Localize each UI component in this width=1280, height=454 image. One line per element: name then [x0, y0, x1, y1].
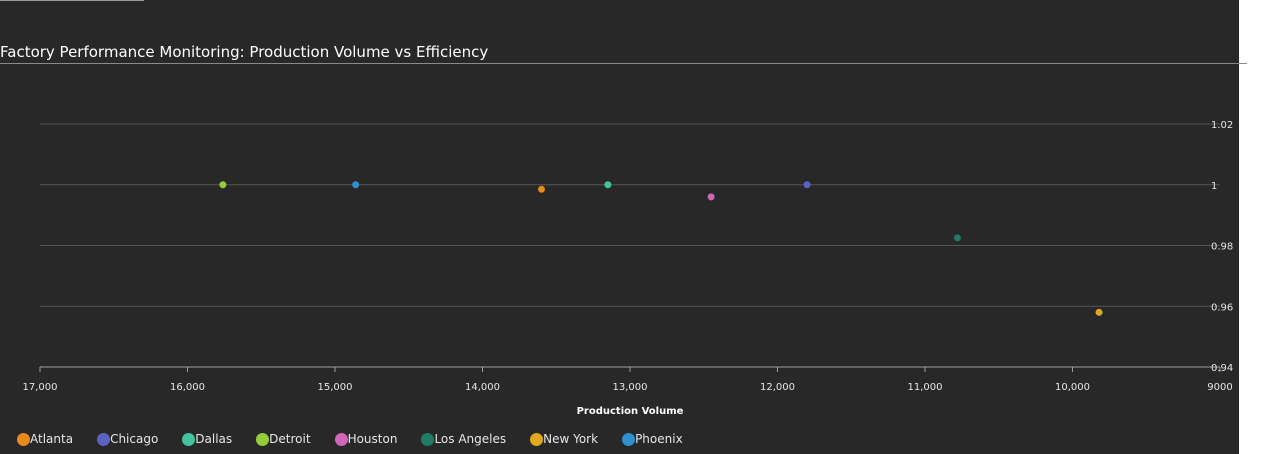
data-point-chicago[interactable]: [803, 181, 811, 189]
data-point-dallas[interactable]: [604, 181, 612, 189]
legend-swatch: [17, 432, 30, 446]
legend-item[interactable]: Los Angeles: [421, 432, 506, 446]
y-tick-label: 0.94: [1211, 363, 1233, 374]
legend-label: Detroit: [269, 432, 311, 446]
x-tick-label: 9000: [1207, 382, 1232, 393]
legend-item[interactable]: Atlanta: [17, 432, 73, 446]
legend-swatch: [622, 432, 636, 446]
data-point-los-angeles[interactable]: [953, 234, 961, 242]
legend-label: Phoenix: [635, 432, 683, 446]
legend-label: Atlanta: [30, 432, 74, 446]
legend-swatch: [182, 432, 196, 446]
legend-label: Houston: [347, 432, 398, 446]
x-tick-label: 11,000: [908, 382, 943, 393]
y-tick-label: 1: [1211, 181, 1217, 192]
legend-item[interactable]: Houston: [334, 432, 398, 446]
legend-label: Dallas: [195, 432, 233, 446]
x-tick-label: 16,000: [170, 382, 205, 393]
x-axis-label: Production Volume: [577, 406, 684, 417]
data-point-houston[interactable]: [707, 193, 715, 201]
data-point-new-york[interactable]: [1095, 308, 1103, 316]
legend-item[interactable]: Detroit: [256, 432, 311, 446]
chart-legend: Atlanta Chicago Dallas Detroit Houston Los An…: [17, 430, 707, 448]
legend-swatch: [334, 432, 348, 446]
legend-swatch: [421, 432, 435, 446]
legend-swatch: [97, 432, 111, 446]
legend-item[interactable]: Phoenix: [622, 432, 683, 446]
legend-swatch: [256, 432, 270, 446]
chart-panel: Factory Performance Monitoring: Producti…: [0, 0, 1239, 454]
edge-tick-mark: [1239, 63, 1247, 64]
y-tick-label: 1.02: [1211, 120, 1233, 131]
x-tick-label: 14,000: [465, 382, 500, 393]
x-tick-label: 17,000: [23, 382, 58, 393]
legend-label: Chicago: [110, 432, 159, 446]
data-point-phoenix[interactable]: [352, 181, 360, 189]
x-tick-label: 10,000: [1055, 382, 1090, 393]
data-point-atlanta[interactable]: [538, 185, 545, 193]
legend-label: Los Angeles: [434, 432, 507, 446]
chart-title: Factory Performance Monitoring: Producti…: [0, 43, 489, 61]
legend-item[interactable]: Dallas: [182, 432, 232, 446]
legend-item[interactable]: New York: [530, 432, 598, 446]
y-tick-label: 0.98: [1211, 242, 1233, 253]
legend-label: New York: [543, 432, 599, 446]
x-tick-label: 15,000: [318, 382, 353, 393]
title-divider: [0, 63, 1239, 64]
x-tick-label: 13,000: [613, 382, 648, 393]
legend-item[interactable]: Chicago: [97, 432, 158, 446]
legend-swatch: [530, 432, 544, 446]
y-tick-label: 0.96: [1211, 302, 1233, 313]
x-tick-label: 12,000: [760, 382, 795, 393]
tab-indicator: [0, 0, 144, 1]
data-point-detroit[interactable]: [219, 181, 227, 189]
